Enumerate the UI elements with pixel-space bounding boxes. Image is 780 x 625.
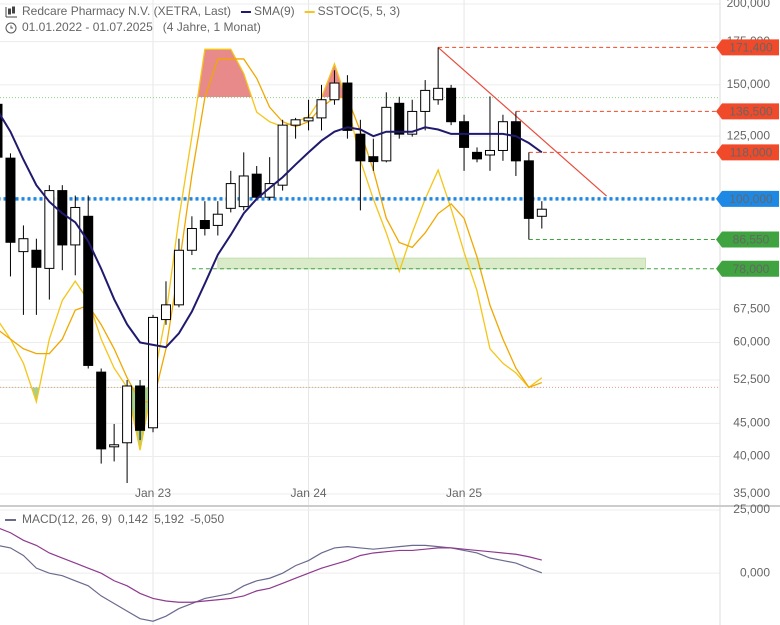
price-tag [716, 39, 779, 56]
candle-body [316, 99, 327, 119]
y-tick-label: 52,500 [733, 372, 770, 386]
candle-body [148, 316, 159, 429]
y-tick-label: 150,000 [727, 77, 771, 91]
candle-body [251, 173, 262, 198]
candle-body [290, 119, 301, 126]
candle-body [407, 110, 418, 135]
period: (4 Jahre, 1 Monat) [163, 20, 261, 34]
candle-body [420, 89, 431, 112]
grid [0, 0, 720, 625]
overbought-fill [197, 49, 346, 97]
candle-body [186, 228, 197, 251]
y-tick-label: 125,000 [727, 128, 771, 142]
y-tick-label: 60,000 [733, 335, 770, 349]
candle-body [329, 82, 340, 101]
candle-body [484, 149, 495, 156]
legend-value: 5,192 [154, 512, 184, 526]
price-tag-label: 118,000 [730, 146, 773, 160]
candle-body [342, 82, 353, 131]
price-tag-label: 100,000 [729, 192, 773, 206]
x-tick-label: Jan 24 [291, 486, 327, 500]
candle-body [70, 206, 81, 246]
candle-body [381, 106, 392, 162]
price-tag-label: 86,550 [733, 233, 770, 247]
legend-label: SSTOC(5, 5, 3) [318, 4, 400, 18]
price-tag [716, 144, 779, 161]
candle-body [83, 215, 94, 366]
chart-icon [5, 6, 17, 18]
candle-body [368, 156, 379, 163]
x-tick-label: Jan 25 [446, 486, 482, 500]
sma-line [0, 112, 543, 349]
macd-title: MACD(12, 26, 9) [22, 512, 112, 526]
y-tick-label: 35,000 [733, 486, 770, 500]
candle-body [497, 121, 508, 151]
candle-body [394, 102, 405, 135]
legend-label: SMA(9) [254, 4, 295, 18]
y-tick-label: 0,000 [740, 565, 770, 579]
date-range: 01.01.2022 - 01.07.2025 [22, 20, 153, 34]
candle-body [355, 133, 366, 162]
candle-body [57, 190, 68, 246]
candle-body [238, 175, 249, 208]
candle-body [0, 103, 3, 158]
candle-body [212, 213, 223, 226]
candle-body [536, 208, 547, 217]
price-tag-label: 78,000 [733, 262, 770, 276]
price-tag [716, 103, 779, 120]
candle-body [160, 304, 171, 321]
candle-body [173, 249, 184, 306]
candle-body [44, 190, 55, 269]
header: Redcare Pharmacy N.V. (XETRA, Last) 01.0… [5, 4, 400, 526]
y-tick-label: 40,000 [733, 449, 770, 463]
support-zone [217, 257, 646, 270]
y-tick-label: 67,500 [733, 302, 770, 316]
candle-body [122, 385, 133, 444]
candle-body [5, 157, 16, 243]
candle-body [277, 124, 288, 186]
candle-body [523, 160, 534, 219]
price-plot [0, 46, 720, 484]
macd-plot [0, 528, 543, 622]
legend-value: 0,142 [118, 512, 148, 526]
y-tick-label: 25,000 [733, 502, 770, 516]
candle-body [225, 183, 236, 209]
chart-title: Redcare Pharmacy N.V. (XETRA, Last) [22, 4, 231, 18]
candle-body [31, 249, 42, 268]
candle-body [109, 444, 120, 448]
macd-line [0, 528, 542, 603]
candle-body [135, 385, 146, 431]
candle-body [199, 220, 210, 230]
y-tick-label: 200,000 [727, 0, 771, 10]
price-tag [716, 190, 779, 207]
candle-body [472, 151, 483, 160]
y-tick-label: 45,000 [733, 416, 770, 430]
trend-line [437, 46, 608, 197]
legend-value: -5,050 [190, 512, 224, 526]
candle-body [303, 117, 314, 122]
clock-icon [5, 22, 17, 34]
candle-body [510, 121, 521, 162]
price-tag-label: 171,400 [729, 41, 773, 55]
candle-body [433, 87, 444, 101]
price-tag-label: 136,500 [729, 105, 773, 119]
candle-body [96, 371, 107, 450]
candle-body [18, 238, 29, 253]
x-tick-label: Jan 23 [135, 486, 171, 500]
price-tag [716, 260, 779, 277]
price-tag [716, 231, 779, 248]
candle-body [446, 87, 457, 123]
